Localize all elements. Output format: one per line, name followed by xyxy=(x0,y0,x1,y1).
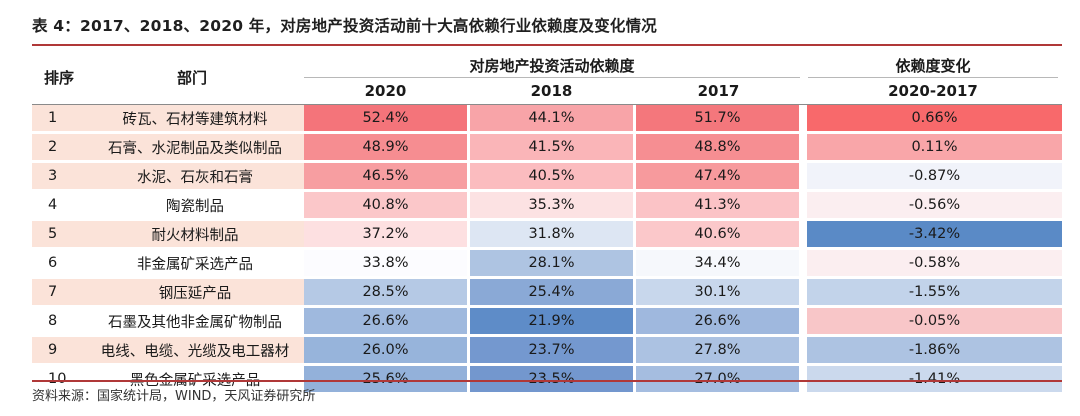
value-2018-cell: 35.3% xyxy=(470,192,633,218)
value-2018-cell: 41.5% xyxy=(470,134,633,160)
value-2018-cell: 40.5% xyxy=(470,163,633,189)
rank-cell: 1 xyxy=(32,105,86,131)
table-row: 2 石膏、水泥制品及类似制品 48.9% 41.5% 48.8% 0.11% xyxy=(32,134,1062,160)
value-2020-cell: 48.9% xyxy=(304,134,467,160)
table-row: 5 耐火材料制品 37.2% 31.8% 40.6% -3.42% xyxy=(32,221,1062,247)
value-2020-cell: 46.5% xyxy=(304,163,467,189)
change-cell: -0.05% xyxy=(807,308,1062,334)
gap xyxy=(799,134,807,160)
table-row: 1 砖瓦、石材等建筑材料 52.4% 44.1% 51.7% 0.66% xyxy=(32,105,1062,131)
value-2017-cell: 27.8% xyxy=(636,337,799,363)
value-2017-cell: 34.4% xyxy=(636,250,799,276)
value-2018-cell: 21.9% xyxy=(470,308,633,334)
sector-cell: 水泥、石灰和石膏 xyxy=(86,163,304,189)
value-2018-cell: 44.1% xyxy=(470,105,633,131)
table-row: 9 电线、电缆、光缆及电工器材 26.0% 23.7% 27.8% -1.86% xyxy=(32,337,1062,363)
gap xyxy=(799,308,807,334)
sector-cell: 电线、电缆、光缆及电工器材 xyxy=(86,337,304,363)
change-cell: 0.11% xyxy=(807,134,1062,160)
source-note: 资料来源：国家统计局，WIND，天风证券研究所 xyxy=(32,389,316,404)
sector-cell: 黑色金属矿采选产品 xyxy=(86,366,304,392)
rank-cell: 3 xyxy=(32,163,86,189)
header-rank: 排序 xyxy=(43,69,74,87)
value-2018-cell: 23.5% xyxy=(470,366,633,392)
sector-cell: 石墨及其他非金属矿物制品 xyxy=(86,308,304,334)
gap xyxy=(799,250,807,276)
table-bottom-rule xyxy=(32,380,1062,382)
value-2020-cell: 52.4% xyxy=(304,105,467,131)
change-cell: 0.66% xyxy=(807,105,1062,131)
header-change-divider xyxy=(808,77,1058,78)
table-row: 8 石墨及其他非金属矿物制品 26.6% 21.9% 26.6% -0.05% xyxy=(32,308,1062,334)
rank-cell: 8 xyxy=(32,308,86,334)
value-2018-cell: 25.4% xyxy=(470,279,633,305)
header-2018: 2018 xyxy=(530,82,573,100)
sector-cell: 非金属矿采选产品 xyxy=(86,250,304,276)
rank-cell: 6 xyxy=(32,250,86,276)
change-cell: -1.55% xyxy=(807,279,1062,305)
gap xyxy=(799,163,807,189)
table-row: 10 黑色金属矿采选产品 25.6% 23.5% 27.0% -1.41% xyxy=(32,366,1062,392)
value-2017-cell: 48.8% xyxy=(636,134,799,160)
sector-cell: 石膏、水泥制品及类似制品 xyxy=(86,134,304,160)
change-cell: -1.41% xyxy=(807,366,1062,392)
change-cell: -3.42% xyxy=(807,221,1062,247)
header-group-divider xyxy=(304,77,800,78)
sector-cell: 陶瓷制品 xyxy=(86,192,304,218)
value-2020-cell: 37.2% xyxy=(304,221,467,247)
rank-cell: 7 xyxy=(32,279,86,305)
value-2018-cell: 28.1% xyxy=(470,250,633,276)
sector-cell: 钢压延产品 xyxy=(86,279,304,305)
value-2017-cell: 30.1% xyxy=(636,279,799,305)
rank-cell: 2 xyxy=(32,134,86,160)
sector-cell: 耐火材料制品 xyxy=(86,221,304,247)
value-2017-cell: 26.6% xyxy=(636,308,799,334)
change-cell: -1.86% xyxy=(807,337,1062,363)
header-2017: 2017 xyxy=(697,82,740,100)
value-2018-cell: 31.8% xyxy=(470,221,633,247)
rank-cell: 9 xyxy=(32,337,86,363)
gap xyxy=(799,279,807,305)
value-2017-cell: 27.0% xyxy=(636,366,799,392)
table-title: 表 4：2017、2018、2020 年，对房地产投资活动前十大高依赖行业依赖度… xyxy=(32,17,657,35)
table-row: 4 陶瓷制品 40.8% 35.3% 41.3% -0.56% xyxy=(32,192,1062,218)
header-2020: 2020 xyxy=(364,82,407,100)
gap xyxy=(799,221,807,247)
rank-cell: 10 xyxy=(32,366,86,392)
header-change-period: 2020-2017 xyxy=(888,82,978,100)
value-2018-cell: 23.7% xyxy=(470,337,633,363)
gap xyxy=(799,337,807,363)
value-2020-cell: 26.6% xyxy=(304,308,467,334)
value-2020-cell: 33.8% xyxy=(304,250,467,276)
header-dependency-group: 对房地产投资活动依赖度 xyxy=(469,57,635,75)
value-2020-cell: 40.8% xyxy=(304,192,467,218)
header-bottom-rule xyxy=(32,104,1062,105)
change-cell: -0.58% xyxy=(807,250,1062,276)
value-2020-cell: 26.0% xyxy=(304,337,467,363)
value-2020-cell: 25.6% xyxy=(304,366,467,392)
table-row: 6 非金属矿采选产品 33.8% 28.1% 34.4% -0.58% xyxy=(32,250,1062,276)
value-2020-cell: 28.5% xyxy=(304,279,467,305)
table-row: 3 水泥、石灰和石膏 46.5% 40.5% 47.4% -0.87% xyxy=(32,163,1062,189)
value-2017-cell: 47.4% xyxy=(636,163,799,189)
rank-cell: 5 xyxy=(32,221,86,247)
header-change: 依赖度变化 xyxy=(895,57,971,75)
table-row: 7 钢压延产品 28.5% 25.4% 30.1% -1.55% xyxy=(32,279,1062,305)
value-2017-cell: 51.7% xyxy=(636,105,799,131)
gap xyxy=(799,105,807,131)
sector-cell: 砖瓦、石材等建筑材料 xyxy=(86,105,304,131)
value-2017-cell: 41.3% xyxy=(636,192,799,218)
header-sector: 部门 xyxy=(176,69,207,87)
gap xyxy=(799,192,807,218)
change-cell: -0.56% xyxy=(807,192,1062,218)
rank-cell: 4 xyxy=(32,192,86,218)
gap xyxy=(799,366,807,392)
data-table: 1 砖瓦、石材等建筑材料 52.4% 44.1% 51.7% 0.66% 2 石膏、水泥制品及… xyxy=(32,102,1062,395)
change-cell: -0.87% xyxy=(807,163,1062,189)
title-divider xyxy=(32,44,1062,46)
value-2017-cell: 40.6% xyxy=(636,221,799,247)
